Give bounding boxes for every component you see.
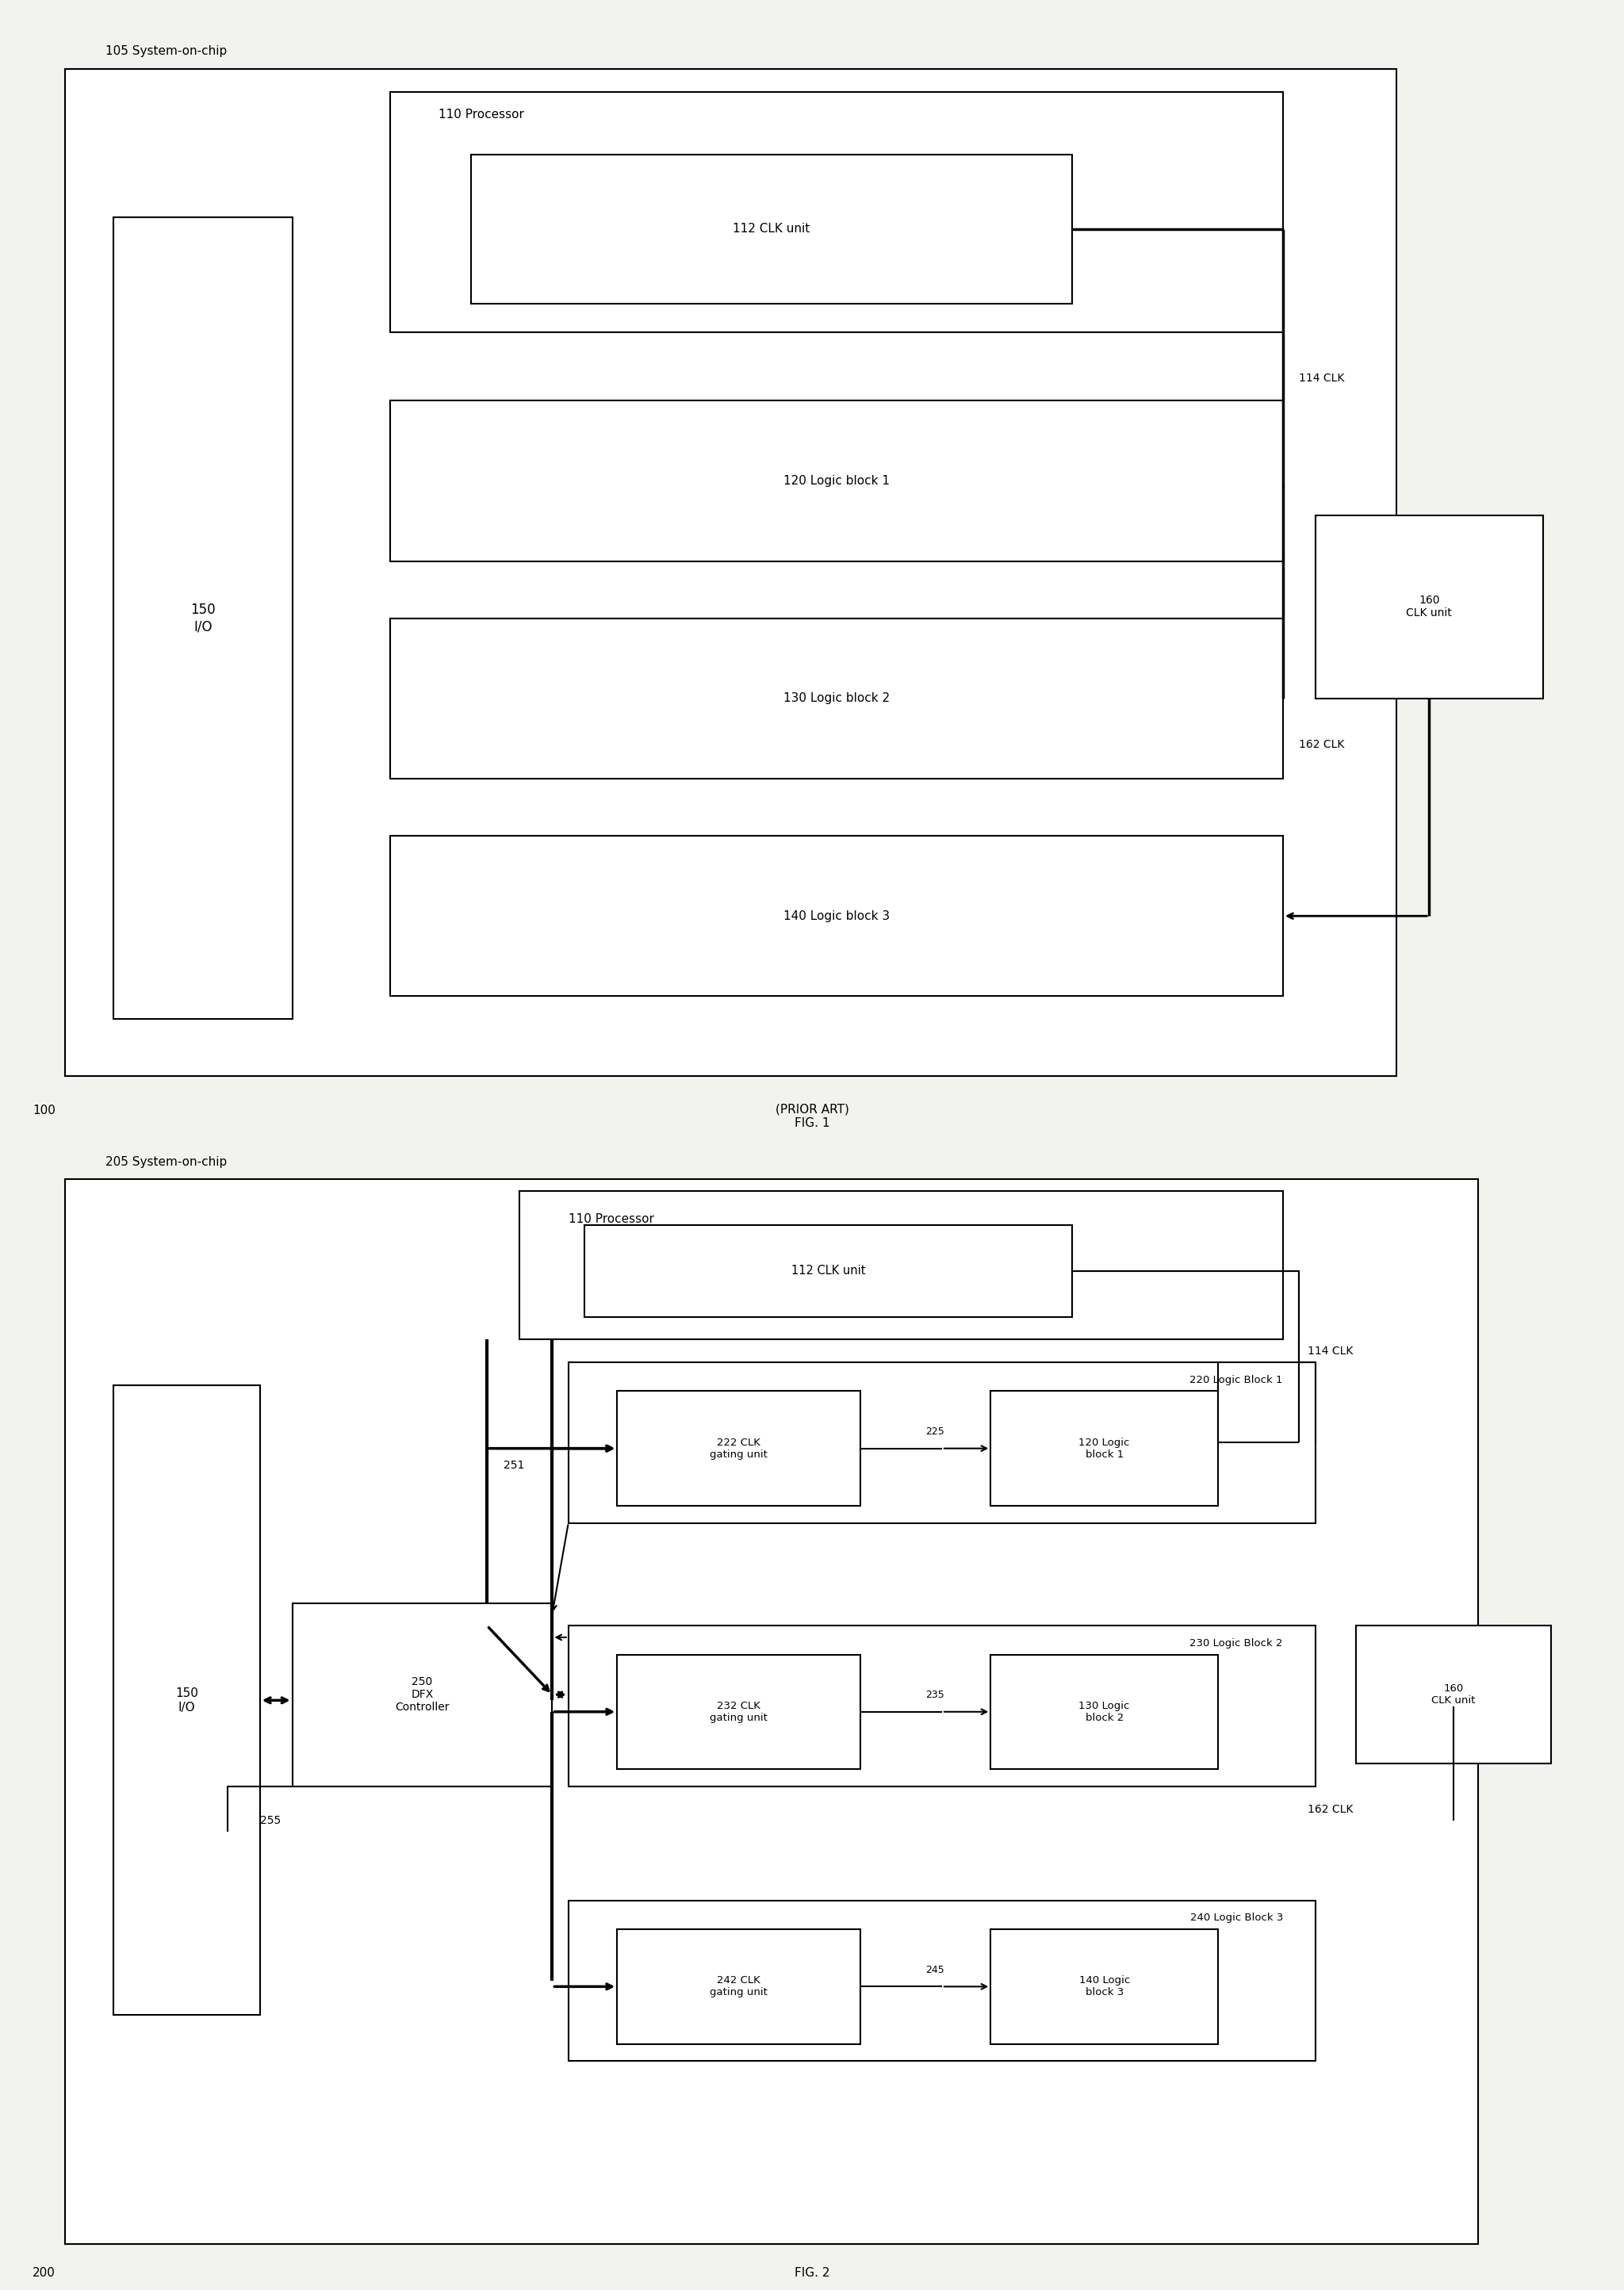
Bar [1315, 515, 1543, 698]
Text: 160
CLK unit: 160 CLK unit [1406, 595, 1452, 618]
Text: 150
I/O: 150 I/O [175, 1688, 198, 1713]
Text: 220 Logic Block 1: 220 Logic Block 1 [1190, 1374, 1283, 1385]
Bar [520, 1191, 1283, 1340]
Text: 105 System-on-chip: 105 System-on-chip [106, 46, 227, 57]
Bar [390, 92, 1283, 332]
Bar [991, 1928, 1218, 2043]
Text: 230 Logic Block 2: 230 Logic Block 2 [1190, 1637, 1283, 1649]
Text: 162 CLK: 162 CLK [1299, 740, 1345, 749]
Text: 114 CLK: 114 CLK [1307, 1347, 1353, 1356]
Text: 245: 245 [926, 1965, 945, 1974]
Text: (PRIOR ART)
FIG. 1: (PRIOR ART) FIG. 1 [775, 1104, 849, 1129]
Text: 120 Logic
block 1: 120 Logic block 1 [1078, 1438, 1130, 1459]
Bar [471, 156, 1072, 302]
Text: 114 CLK: 114 CLK [1299, 373, 1345, 382]
Bar [991, 1390, 1218, 1507]
Text: 100: 100 [32, 1104, 55, 1118]
Text: 110 Processor: 110 Processor [438, 108, 525, 121]
Text: 205 System-on-chip: 205 System-on-chip [106, 1156, 227, 1168]
Text: 255: 255 [260, 1816, 281, 1825]
Text: 225: 225 [926, 1427, 945, 1438]
Text: 130 Logic block 2: 130 Logic block 2 [783, 692, 890, 705]
Text: 162 CLK: 162 CLK [1307, 1805, 1353, 1814]
Text: FIG. 2: FIG. 2 [794, 2267, 830, 2279]
Bar [65, 1179, 1478, 2244]
Bar [1356, 1626, 1551, 1763]
Text: 242 CLK
gating unit: 242 CLK gating unit [710, 1976, 768, 1997]
Bar [114, 218, 292, 1019]
Text: 140 Logic
block 3: 140 Logic block 3 [1078, 1976, 1130, 1997]
Text: 150
I/O: 150 I/O [190, 602, 216, 634]
Bar [568, 1626, 1315, 1786]
Text: 250
DFX
Controller: 250 DFX Controller [395, 1676, 450, 1713]
Bar [568, 1901, 1315, 2061]
Text: 110 Processor: 110 Processor [568, 1214, 654, 1225]
Bar [390, 618, 1283, 779]
Text: 120 Logic block 1: 120 Logic block 1 [783, 474, 890, 488]
Text: 112 CLK unit: 112 CLK unit [732, 222, 810, 236]
Text: 160
CLK unit: 160 CLK unit [1431, 1683, 1476, 1706]
Bar [617, 1928, 861, 2043]
Text: 130 Logic
block 2: 130 Logic block 2 [1078, 1701, 1130, 1722]
Bar [585, 1225, 1072, 1317]
Text: 200: 200 [32, 2267, 55, 2279]
Text: 222 CLK
gating unit: 222 CLK gating unit [710, 1438, 768, 1459]
Text: 232 CLK
gating unit: 232 CLK gating unit [710, 1701, 768, 1722]
Text: 112 CLK unit: 112 CLK unit [791, 1264, 866, 1278]
Text: 251: 251 [503, 1461, 525, 1470]
Bar [65, 69, 1397, 1076]
Bar [568, 1363, 1315, 1523]
Bar [114, 1385, 260, 2015]
Bar [617, 1390, 861, 1507]
Bar [292, 1603, 552, 1786]
Bar [991, 1653, 1218, 1768]
Bar [390, 836, 1283, 996]
Bar [617, 1653, 861, 1768]
Text: 240 Logic Block 3: 240 Logic Block 3 [1190, 1912, 1283, 1924]
Text: 140 Logic block 3: 140 Logic block 3 [783, 909, 890, 923]
Bar [390, 401, 1283, 561]
Text: 235: 235 [926, 1690, 945, 1699]
